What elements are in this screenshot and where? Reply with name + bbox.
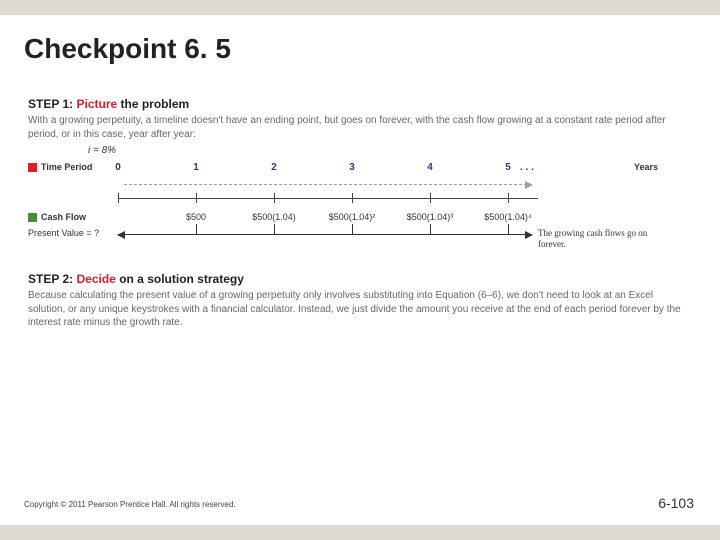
pv-drop-3 (352, 224, 353, 234)
step1-paragraph: With a growing perpetuity, a timeline do… (28, 114, 692, 141)
cashflow-2: $500(1.04) (252, 212, 296, 222)
step1-plain: the problem (121, 97, 190, 111)
step2-header: STEP 2: Decide on a solution strategy (28, 272, 692, 286)
step2-bold: STEP 2: (28, 272, 73, 286)
interest-rate: i = 8% (88, 145, 692, 156)
slide: Checkpoint 6. 5 STEP 1: Picture the prob… (0, 15, 720, 525)
tick-1 (196, 193, 197, 203)
pv-drop-2 (274, 224, 275, 234)
tick-2 (274, 193, 275, 203)
green-square-icon (28, 213, 37, 222)
cashflow-4: $500(1.04)³ (407, 212, 454, 222)
cashflow-5: $500(1.04)⁴ (484, 212, 531, 222)
page-number: 6-103 (658, 495, 694, 511)
step1-header: STEP 1: Picture the problem (28, 97, 692, 111)
pv-bracket (118, 234, 532, 235)
tick-5 (508, 193, 509, 203)
timeline-diagram: Time Period Cash Flow Years Present Valu… (28, 162, 668, 260)
dashed-arrow (124, 184, 532, 185)
present-value-label: Present Value = ? (28, 228, 99, 238)
step2-plain: on a solution strategy (119, 272, 244, 286)
step2-red: Decide (76, 272, 115, 286)
years-label: Years (634, 162, 658, 172)
step2-paragraph: Because calculating the present value of… (28, 289, 692, 330)
pv-drop-1 (196, 224, 197, 234)
ellipsis: . . . (520, 162, 534, 173)
step1-red: Picture (76, 97, 117, 111)
period-0: 0 (115, 162, 121, 173)
period-3: 3 (349, 162, 355, 173)
copyright-text: Copyright © 2011 Pearson Prentice Hall. … (24, 500, 236, 509)
cashflow-1: $500 (186, 212, 206, 222)
page-title: Checkpoint 6. 5 (24, 33, 231, 65)
cashflow-3: $500(1.04)² (329, 212, 376, 222)
step1-bold: STEP 1: (28, 97, 73, 111)
red-square-icon (28, 163, 37, 172)
timeline-axis (118, 198, 538, 199)
tick-0 (118, 193, 119, 203)
period-2: 2 (271, 162, 277, 173)
forever-note: The growing cash flows go on forever. (538, 228, 658, 250)
pv-drop-5 (508, 224, 509, 234)
tick-4 (430, 193, 431, 203)
period-5: 5 (505, 162, 511, 173)
pv-drop-4 (430, 224, 431, 234)
content-area: STEP 1: Picture the problem With a growi… (28, 95, 692, 334)
period-1: 1 (193, 162, 199, 173)
period-4: 4 (427, 162, 433, 173)
time-period-label: Time Period (28, 162, 92, 172)
cash-flow-label: Cash Flow (28, 212, 86, 222)
tick-3 (352, 193, 353, 203)
